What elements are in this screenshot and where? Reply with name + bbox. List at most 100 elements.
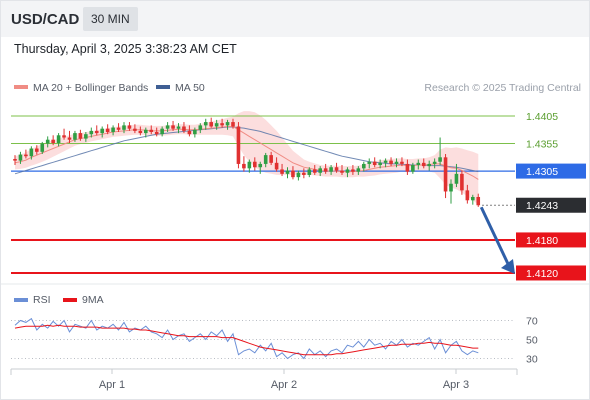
candle-body [116,127,121,130]
candle-body [274,162,279,170]
candle-body [100,128,104,134]
candle-body [269,155,273,163]
candle-body [389,160,393,164]
candle-body [427,163,431,167]
source-label: Research © 2025 Trading Central [424,82,581,94]
candle-body [111,127,115,132]
candle-body [296,172,301,178]
level-label-1: 1.4355 [526,139,558,151]
level-badge-5 [516,265,586,281]
candle-body [351,169,355,172]
candle-body [182,126,186,131]
candle-body [94,130,99,134]
timeframe-button[interactable]: 30 MIN [83,7,138,31]
rsi-legend-swatch [14,298,28,302]
candle-body [394,161,399,164]
candle-body [171,125,175,129]
candle-body [247,161,252,169]
candle-body [198,125,203,130]
candle-body [449,183,453,192]
level-label-0: 1.4405 [526,111,558,123]
ma50-legend-label: MA 50 [175,82,205,94]
candle-body [149,129,154,132]
candle-body [334,167,339,171]
candle-body [122,125,126,130]
candle-body [154,131,159,135]
candle-body [13,158,17,161]
candle-body [411,165,415,172]
candle-body [29,148,34,157]
candle-body [372,161,377,166]
candle-body [421,162,426,167]
level-label-4: 1.4180 [526,235,558,247]
time-label-apr2: Apr 2 [271,379,297,391]
candle-body [40,143,45,152]
candle-body [89,130,94,135]
time-label-apr1: Apr 1 [99,379,125,391]
chart-datetime: Thursday, April 3, 2025 3:38:23 AM CET [14,42,237,56]
rsi-ma-line [14,324,479,356]
rsi-legend-label: RSI [33,294,51,306]
candle-body [356,168,361,172]
candle-body [405,163,410,172]
ma20-line [14,126,479,180]
candle-body [51,139,55,144]
candle-body [302,172,306,175]
projection-arrow-shaft [479,206,511,267]
candle-body [62,135,66,138]
level-label-5: 1.4120 [526,268,558,280]
candle-body [67,137,72,140]
candle-body [84,134,88,139]
rsi-tick-70: 70 [526,316,538,328]
candle-body [160,128,164,135]
symbol-label: USD/CAD [11,11,80,28]
candle-body [258,163,263,168]
candle-body [400,161,404,164]
level-badge-4 [516,232,586,248]
level-label-2: 1.4305 [526,166,558,178]
candle-body [18,154,23,161]
candle-body [138,130,143,134]
candle-body [383,160,388,163]
candle-body [432,161,437,164]
ma50-line [14,126,479,175]
rsi-tick-30: 30 [526,354,538,366]
level-label-3: 1.4243 [526,200,558,212]
candle-body [24,154,28,157]
candle-body [73,133,77,140]
level-badge-3 [516,197,586,213]
time-label-apr3: Apr 3 [443,379,469,391]
rsi-ma-legend-label: 9MA [82,294,104,306]
candle-body [105,128,110,132]
candle-body [56,135,61,144]
candle-body [187,130,192,135]
candle-body [45,139,50,144]
ma20-legend-label: MA 20 + Bollinger Bands [33,82,148,94]
candle-body [329,167,333,172]
candle-body [193,129,197,135]
candle-body [225,122,230,126]
candle-body [285,170,290,174]
ma50-legend-swatch [156,85,170,89]
candle-body [443,157,448,192]
candle-body [78,133,83,139]
candle-body [253,161,257,168]
candle-body [220,123,224,126]
chart-header: USD/CAD 30 MIN [1,1,589,37]
candle-body [236,126,241,164]
candle-body [416,162,421,166]
candle-body [242,163,246,169]
candle-body [454,173,459,184]
candle-body [323,168,328,172]
rsi-ma-legend-swatch [63,298,77,302]
candle-body [362,163,366,169]
bollinger-band [15,111,479,205]
candle-body [280,169,284,174]
candle-body [460,173,464,191]
level-badge-2 [516,163,586,179]
candle-body [165,125,170,129]
candle-body [263,155,268,164]
rsi-tick-50: 50 [526,335,538,347]
candle-body [144,129,148,134]
